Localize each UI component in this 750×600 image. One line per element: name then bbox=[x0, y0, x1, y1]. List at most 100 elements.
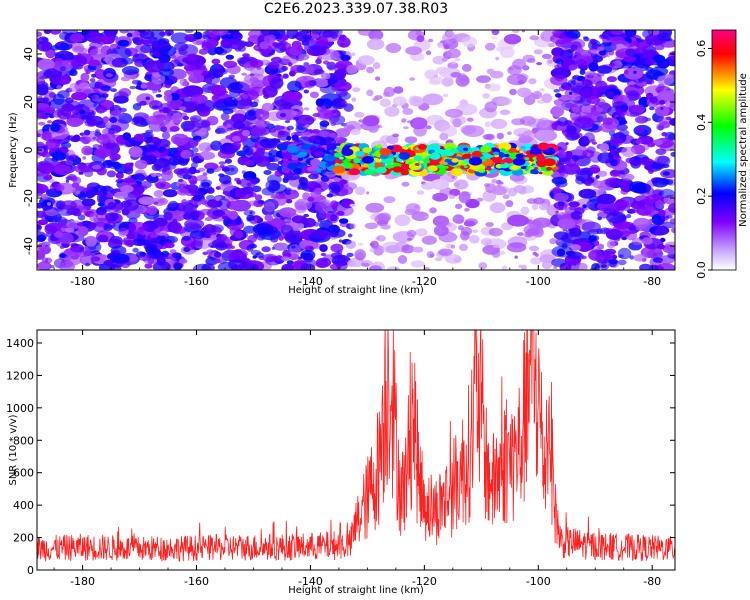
heatmap-cell bbox=[270, 56, 283, 64]
heatmap-cell bbox=[506, 131, 512, 136]
heatmap-cell bbox=[38, 121, 46, 126]
heatmap-cell bbox=[303, 131, 312, 136]
heatmap-cell bbox=[652, 177, 669, 188]
heatmap-cell bbox=[109, 153, 121, 161]
heatmap-cell bbox=[604, 248, 617, 255]
heatmap-cell bbox=[415, 228, 428, 237]
heatmap-cell bbox=[53, 164, 72, 176]
heatmap-cell bbox=[425, 50, 432, 55]
heatmap-cell bbox=[90, 256, 101, 262]
heatmap-cell bbox=[222, 215, 229, 220]
heatmap-cell bbox=[273, 242, 289, 251]
heatmap-cell bbox=[205, 257, 218, 266]
heatmap-cell bbox=[278, 130, 285, 136]
heatmap-cell bbox=[309, 45, 327, 56]
heatmap-cell bbox=[626, 214, 632, 219]
heatmap-cell bbox=[416, 190, 425, 195]
heatmap-cell bbox=[364, 222, 378, 230]
heatmap-cell bbox=[541, 53, 552, 60]
heatmap-cell bbox=[501, 265, 508, 270]
heatmap-cell bbox=[657, 259, 663, 264]
heatmap-cell bbox=[185, 243, 196, 251]
heatmap-cell bbox=[232, 32, 242, 39]
heatmap-cell bbox=[206, 168, 215, 174]
x-tick-label: -160 bbox=[184, 275, 209, 288]
heatmap-cell bbox=[214, 251, 222, 258]
heatmap-cell bbox=[222, 108, 234, 115]
heatmap-cell bbox=[485, 222, 494, 227]
heatmap-cell bbox=[123, 177, 136, 184]
heatmap-band-cell bbox=[526, 166, 531, 169]
heatmap-cell bbox=[487, 83, 501, 92]
heatmap-cell bbox=[315, 260, 329, 268]
heatmap-cell bbox=[122, 132, 132, 141]
heatmap-cell bbox=[121, 208, 130, 216]
heatmap-cell bbox=[318, 212, 329, 219]
heatmap-cell bbox=[596, 115, 604, 123]
heatmap-cell bbox=[379, 98, 391, 107]
heatmap-cell bbox=[343, 103, 354, 112]
heatmap-cell bbox=[141, 180, 152, 189]
heatmap-cell bbox=[119, 30, 129, 34]
heatmap-cell bbox=[134, 53, 139, 58]
heatmap-cell bbox=[198, 182, 212, 194]
heatmap-cell bbox=[132, 103, 142, 111]
heatmap-cell bbox=[630, 159, 641, 169]
heatmap-cell bbox=[132, 37, 140, 42]
heatmap-cell bbox=[80, 72, 90, 82]
heatmap-cell bbox=[158, 226, 165, 232]
heatmap-cell bbox=[645, 186, 654, 195]
heatmap-cell bbox=[103, 30, 118, 38]
heatmap-cell bbox=[281, 256, 290, 262]
heatmap-cell bbox=[78, 82, 90, 90]
heatmap-cell bbox=[179, 78, 188, 87]
heatmap-cell bbox=[393, 96, 407, 106]
heatmap-band-cell bbox=[478, 168, 486, 173]
heatmap-cell bbox=[412, 246, 424, 253]
heatmap-cell bbox=[152, 261, 171, 270]
heatmap-cell bbox=[317, 217, 322, 222]
heatmap-cell bbox=[94, 35, 111, 45]
heatmap-cell bbox=[70, 175, 78, 182]
heatmap-cell bbox=[455, 74, 470, 87]
heatmap-cell bbox=[55, 184, 65, 192]
heatmap-cell bbox=[404, 136, 418, 144]
heatmap-cell bbox=[37, 83, 49, 96]
heatmap-cell bbox=[603, 117, 614, 125]
heatmap-cell bbox=[37, 183, 49, 194]
heatmap-cell bbox=[50, 123, 61, 132]
heatmap-cell bbox=[550, 105, 565, 117]
heatmap-cell bbox=[533, 49, 543, 55]
heatmap-cell bbox=[649, 106, 655, 111]
heatmap-cell bbox=[56, 85, 63, 90]
heatmap-cell bbox=[502, 194, 510, 200]
heatmap-cell bbox=[126, 232, 135, 240]
heatmap-cell bbox=[205, 147, 211, 152]
heatmap-cell bbox=[528, 78, 537, 85]
heatmap-cell bbox=[520, 206, 530, 215]
heatmap-cell bbox=[581, 221, 602, 233]
heatmap-cell bbox=[86, 115, 104, 126]
heatmap-cell bbox=[132, 116, 145, 124]
heatmap-cell bbox=[169, 249, 177, 254]
heatmap-band-cell bbox=[362, 147, 372, 154]
heatmap-cell bbox=[599, 50, 607, 56]
heatmap-cell bbox=[59, 66, 66, 72]
heatmap-cell bbox=[617, 259, 627, 266]
heatmap-cell bbox=[401, 244, 415, 254]
heatmap-cell bbox=[652, 139, 663, 146]
heatmap-band-cell bbox=[504, 153, 510, 158]
heatmap-cell bbox=[120, 185, 134, 193]
heatmap-cell bbox=[336, 260, 348, 270]
heatmap-cell bbox=[201, 41, 212, 51]
heatmap-cell bbox=[121, 66, 140, 75]
heatmap-band-cell bbox=[530, 149, 538, 154]
heatmap-cell bbox=[282, 105, 292, 111]
heatmap-cell bbox=[106, 170, 117, 178]
heatmap-cell bbox=[89, 48, 107, 58]
heatmap-cell bbox=[482, 134, 494, 140]
heatmap-cell bbox=[629, 255, 635, 260]
heatmap-cell bbox=[311, 30, 320, 35]
heatmap-cell bbox=[553, 266, 558, 269]
heatmap-cell bbox=[582, 190, 588, 195]
